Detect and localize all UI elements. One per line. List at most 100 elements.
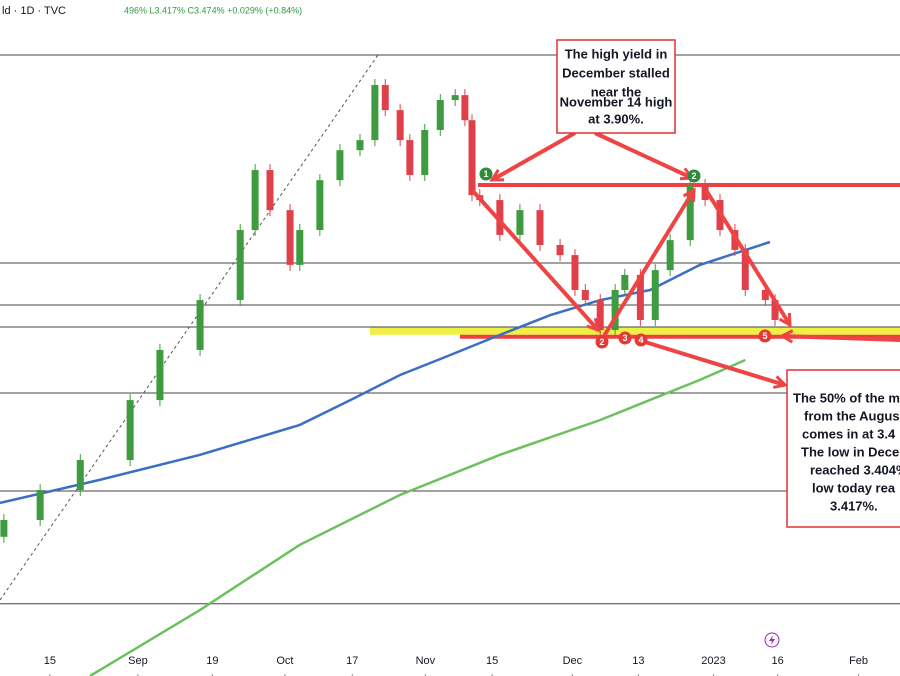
candle [236,230,244,301]
x-tick-label: Feb [849,655,868,667]
candle [251,170,259,231]
x-tick-label: 16 [772,655,784,667]
candle [581,289,589,301]
marker [595,335,609,349]
candle [556,245,564,256]
arrow-head [489,169,505,182]
candle [636,274,644,320]
arrow-head [586,317,601,333]
x-tick-label: 2023 [701,655,725,667]
candle [381,85,389,111]
candle [436,100,444,130]
arrow [602,188,696,338]
candle [336,150,344,181]
candle [286,210,294,265]
x-tick-label: Oct [276,655,293,667]
marker [758,329,772,343]
marker-label: 3 [622,333,627,343]
arrow [644,340,786,387]
marker [634,333,648,347]
annotation-line: near the [591,84,642,99]
annotation-line: comes in at 3.4 [802,426,896,441]
candle [76,460,84,491]
candle [296,230,304,265]
annotation-line: 3.417%. [830,498,878,513]
candle [356,140,364,151]
candle [651,270,659,320]
candle [761,289,769,301]
annotation-line: The low in Dece [801,444,899,459]
arrow-head [778,312,792,328]
candle [396,110,404,141]
overlay: 1 2 2 3 4 5 15 Sep 19 Oct 17 Nov 15 Dec 13 2023 16 Feb [44,131,900,676]
arrow [704,188,792,327]
marker-label: 4 [638,335,643,345]
candle [451,95,459,101]
arrow [470,188,600,332]
marker [479,167,493,181]
annotation-line: The high yield in [565,46,668,61]
x-tick-label: 15 [44,655,56,667]
candle [621,274,629,290]
annotation-line: low today rea [812,480,896,495]
candle [421,130,429,175]
annotation-line: from the Augus [804,408,900,423]
trend-line [0,54,379,601]
candle [36,490,44,520]
annotation-line: November 14 high [560,94,673,109]
annotation-line: at 3.90%. [588,111,644,126]
x-tick-label: 17 [346,655,358,667]
candle [666,240,674,271]
arrow [491,131,576,182]
x-tick-label: 13 [632,655,644,667]
marker-label: 2 [599,337,604,347]
x-tick-label: 19 [206,655,218,667]
arrow-head [772,375,788,389]
x-tick-label: Sep [128,655,148,667]
marker-label: 1 [483,169,488,179]
candle [611,289,619,331]
moving-average [89,358,746,676]
marker [687,169,701,183]
candle [156,349,164,401]
quote: 496% L3.417% C3.474% +0.029% (+0.84%) [124,5,302,15]
candle [771,300,779,320]
candle [468,120,476,196]
marker [618,331,632,345]
candle [741,249,749,290]
candle [126,400,134,461]
candle [371,85,379,141]
event-bolt [769,635,775,645]
candle [596,300,604,331]
candle [686,185,694,241]
event-icon[interactable] [764,632,780,648]
candle [0,520,8,537]
candle [316,180,324,231]
annotation-line: reached 3.404% [810,462,900,477]
arrow [781,334,900,342]
marker-label: 5 [762,331,767,341]
annotation-box [556,39,676,134]
marker-label: 2 [691,171,696,181]
x-tick-label: 15 [486,655,498,667]
x-tick-label: Nov [416,655,436,667]
moving-average [0,240,771,505]
arrow-head [778,329,794,344]
symbol: ld · 1D · TVC [2,5,66,17]
annotation-line: The 50% of the m [793,390,900,405]
candle [196,300,204,350]
candle [406,140,414,175]
candle [536,210,544,246]
annotation-line: December stalled [562,65,670,80]
arrow-head [682,187,696,203]
candle [461,95,469,121]
x-tick-label: Dec [563,655,583,667]
annotation-box [786,369,900,528]
candle [266,170,274,211]
candle [701,185,709,201]
candle [516,210,524,235]
support-band [370,326,900,335]
candle [571,255,579,290]
